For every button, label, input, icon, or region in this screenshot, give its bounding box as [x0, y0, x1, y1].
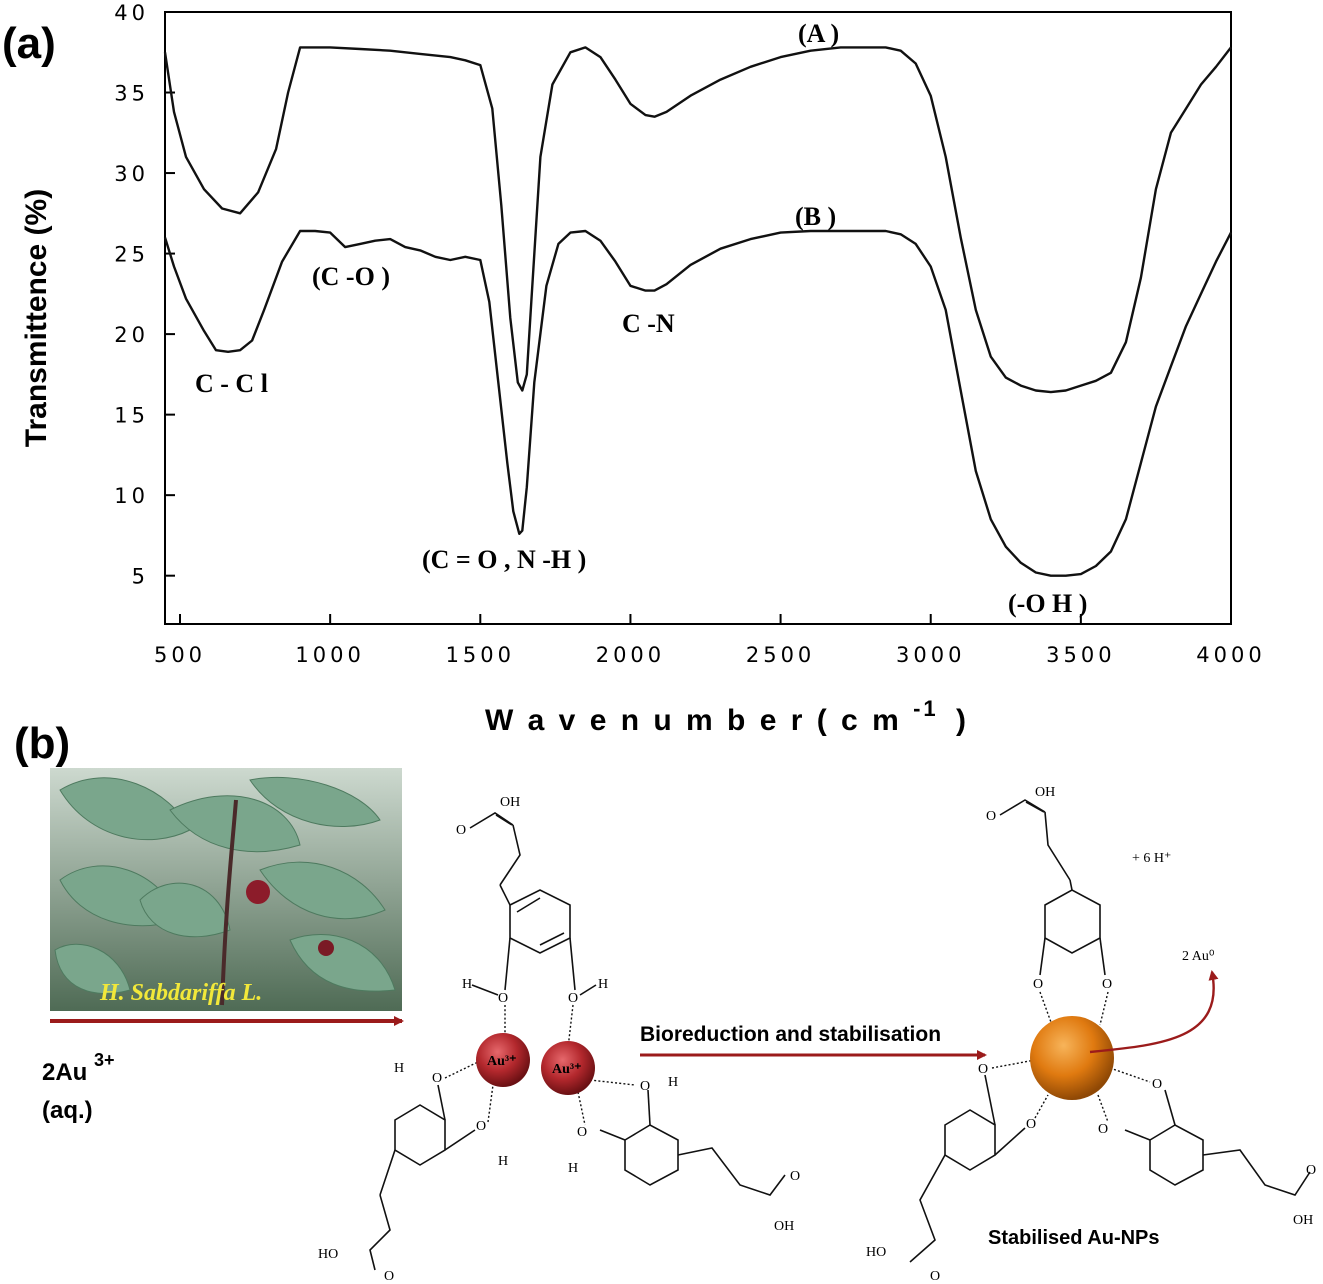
- np-top-o: O: [986, 809, 996, 824]
- annotation-c-o-n-h: (C = O , N -H ): [422, 545, 586, 574]
- x-axis-title: W a v e n u m b e r ( c m -1 ): [485, 690, 969, 737]
- x-axis: 500 1000 1500 2000 2500 3000 3500 4000: [154, 614, 1265, 667]
- series-label-b: (B ): [795, 202, 836, 231]
- panel-b-label: (b): [14, 719, 70, 768]
- left-ligand-h1: H: [394, 1061, 404, 1076]
- x-tick-label: 4000: [1196, 643, 1265, 667]
- reactant-state: (aq.): [42, 1097, 93, 1124]
- panel-a-label: (a): [2, 19, 56, 68]
- series-line-a: [163, 46, 1232, 394]
- y-tick-label: 40: [114, 1, 149, 25]
- annotation-c-cl: C - C l: [195, 369, 268, 398]
- top-ligand-o: O: [456, 823, 466, 838]
- top-ligand-h2: H: [598, 977, 608, 992]
- annotation-oh: (-O H ): [1008, 589, 1087, 618]
- reactant-label: 2Au 3+: [42, 1050, 115, 1086]
- reaction-arrow-label: Bioreduction and stabilisation: [640, 1023, 941, 1046]
- plant-caption: H. Sabdariffa L.: [99, 980, 262, 1006]
- product-label: Stabilised Au-NPs: [988, 1227, 1160, 1249]
- x-tick-label: 500: [154, 643, 206, 667]
- np-top-o1: O: [1033, 977, 1043, 992]
- y-tick-label: 15: [114, 404, 149, 428]
- y-tick-label: 30: [114, 162, 149, 186]
- left-ligand-o3: O: [384, 1269, 394, 1284]
- reactant-charge: 3+: [94, 1050, 115, 1070]
- np-left-ho: HO: [866, 1245, 886, 1260]
- au-ion-sphere-1: [476, 1033, 530, 1087]
- right-ligand-o2: O: [640, 1079, 650, 1094]
- plot-frame: [164, 11, 1232, 625]
- left-ligand-h2: H: [498, 1154, 508, 1169]
- x-tick-label: 2500: [746, 643, 815, 667]
- x-axis-title-close: ): [956, 704, 969, 737]
- annotation-c-n: C -N: [622, 309, 675, 338]
- x-tick-label: 3000: [896, 643, 965, 667]
- np-left-o3: O: [930, 1269, 940, 1284]
- au-ion-label-1: Au³⁺: [487, 1054, 516, 1069]
- y-tick-label: 20: [114, 323, 149, 347]
- au-ion-label-2: Au³⁺: [552, 1062, 581, 1077]
- annotation-c-o: (C -O ): [312, 262, 390, 291]
- au0-release-arrow: [1089, 970, 1219, 1054]
- x-tick-label: 1000: [295, 643, 364, 667]
- left-ligand-ho: HO: [318, 1247, 338, 1262]
- right-ligand-h1: H: [668, 1075, 678, 1090]
- top-ligand-h1: H: [462, 977, 472, 992]
- x-tick-label: 2000: [596, 643, 665, 667]
- ftir-chart: 5 10 15 20 25 30 35 40 500 1000 1500 2000 2500 3000 3…: [20, 1, 1265, 737]
- np-left-o2: O: [1026, 1117, 1036, 1132]
- right-ligand-h2: H: [568, 1161, 578, 1176]
- np-left-o1: O: [978, 1062, 988, 1077]
- reactant-au: 2Au: [42, 1059, 87, 1086]
- x-tick-label: 3500: [1046, 643, 1115, 667]
- np-top-o2: O: [1102, 977, 1112, 992]
- left-ligand-o1: O: [432, 1071, 442, 1086]
- au0-label: 2 Au⁰: [1182, 949, 1215, 964]
- x-axis-title-superscript: -1: [913, 696, 939, 721]
- series-line-b: [163, 229, 1233, 577]
- np-top-oh: OH: [1035, 785, 1055, 800]
- top-ligand-o2: O: [568, 991, 578, 1006]
- np-right-o2: O: [1152, 1077, 1162, 1092]
- np-right-o1: O: [1098, 1122, 1108, 1137]
- y-tick-label: 5: [132, 565, 149, 589]
- top-ligand-oh: OH: [500, 795, 520, 810]
- au-nanoparticle-sphere: [1030, 1016, 1114, 1100]
- series-group: [163, 46, 1233, 577]
- left-ligand-o2: O: [476, 1119, 486, 1134]
- series-label-a: (A ): [798, 19, 839, 48]
- y-tick-label: 10: [114, 484, 149, 508]
- protons-label: + 6 H⁺: [1132, 851, 1171, 866]
- y-axis: 5 10 15 20 25 30 35 40: [114, 1, 175, 589]
- x-tick-label: 1500: [446, 643, 515, 667]
- y-tick-label: 35: [114, 82, 149, 106]
- x-axis-title-main: W a v e n u m b e r ( c m: [485, 704, 902, 737]
- y-axis-title: Transmittence (%): [20, 189, 53, 447]
- np-right-oh: OH: [1293, 1213, 1313, 1228]
- au-nanoparticle-complex: OH O O O O O HO O O O OH O 2 Au⁰ + 6 H⁺ …: [866, 785, 1316, 1284]
- right-ligand-oh: OH: [774, 1219, 794, 1234]
- right-ligand-o3: O: [790, 1169, 800, 1184]
- y-tick-label: 25: [114, 243, 149, 267]
- np-right-o3: O: [1306, 1163, 1316, 1178]
- right-ligand-o1: O: [577, 1125, 587, 1140]
- plant-photo: H. Sabdariffa L.: [50, 768, 402, 1011]
- au-ion-complex: OH O O O H H O O H H HO O O O H H OH O: [318, 795, 800, 1284]
- au-ion-sphere-2: [541, 1041, 595, 1095]
- top-ligand-o1: O: [498, 991, 508, 1006]
